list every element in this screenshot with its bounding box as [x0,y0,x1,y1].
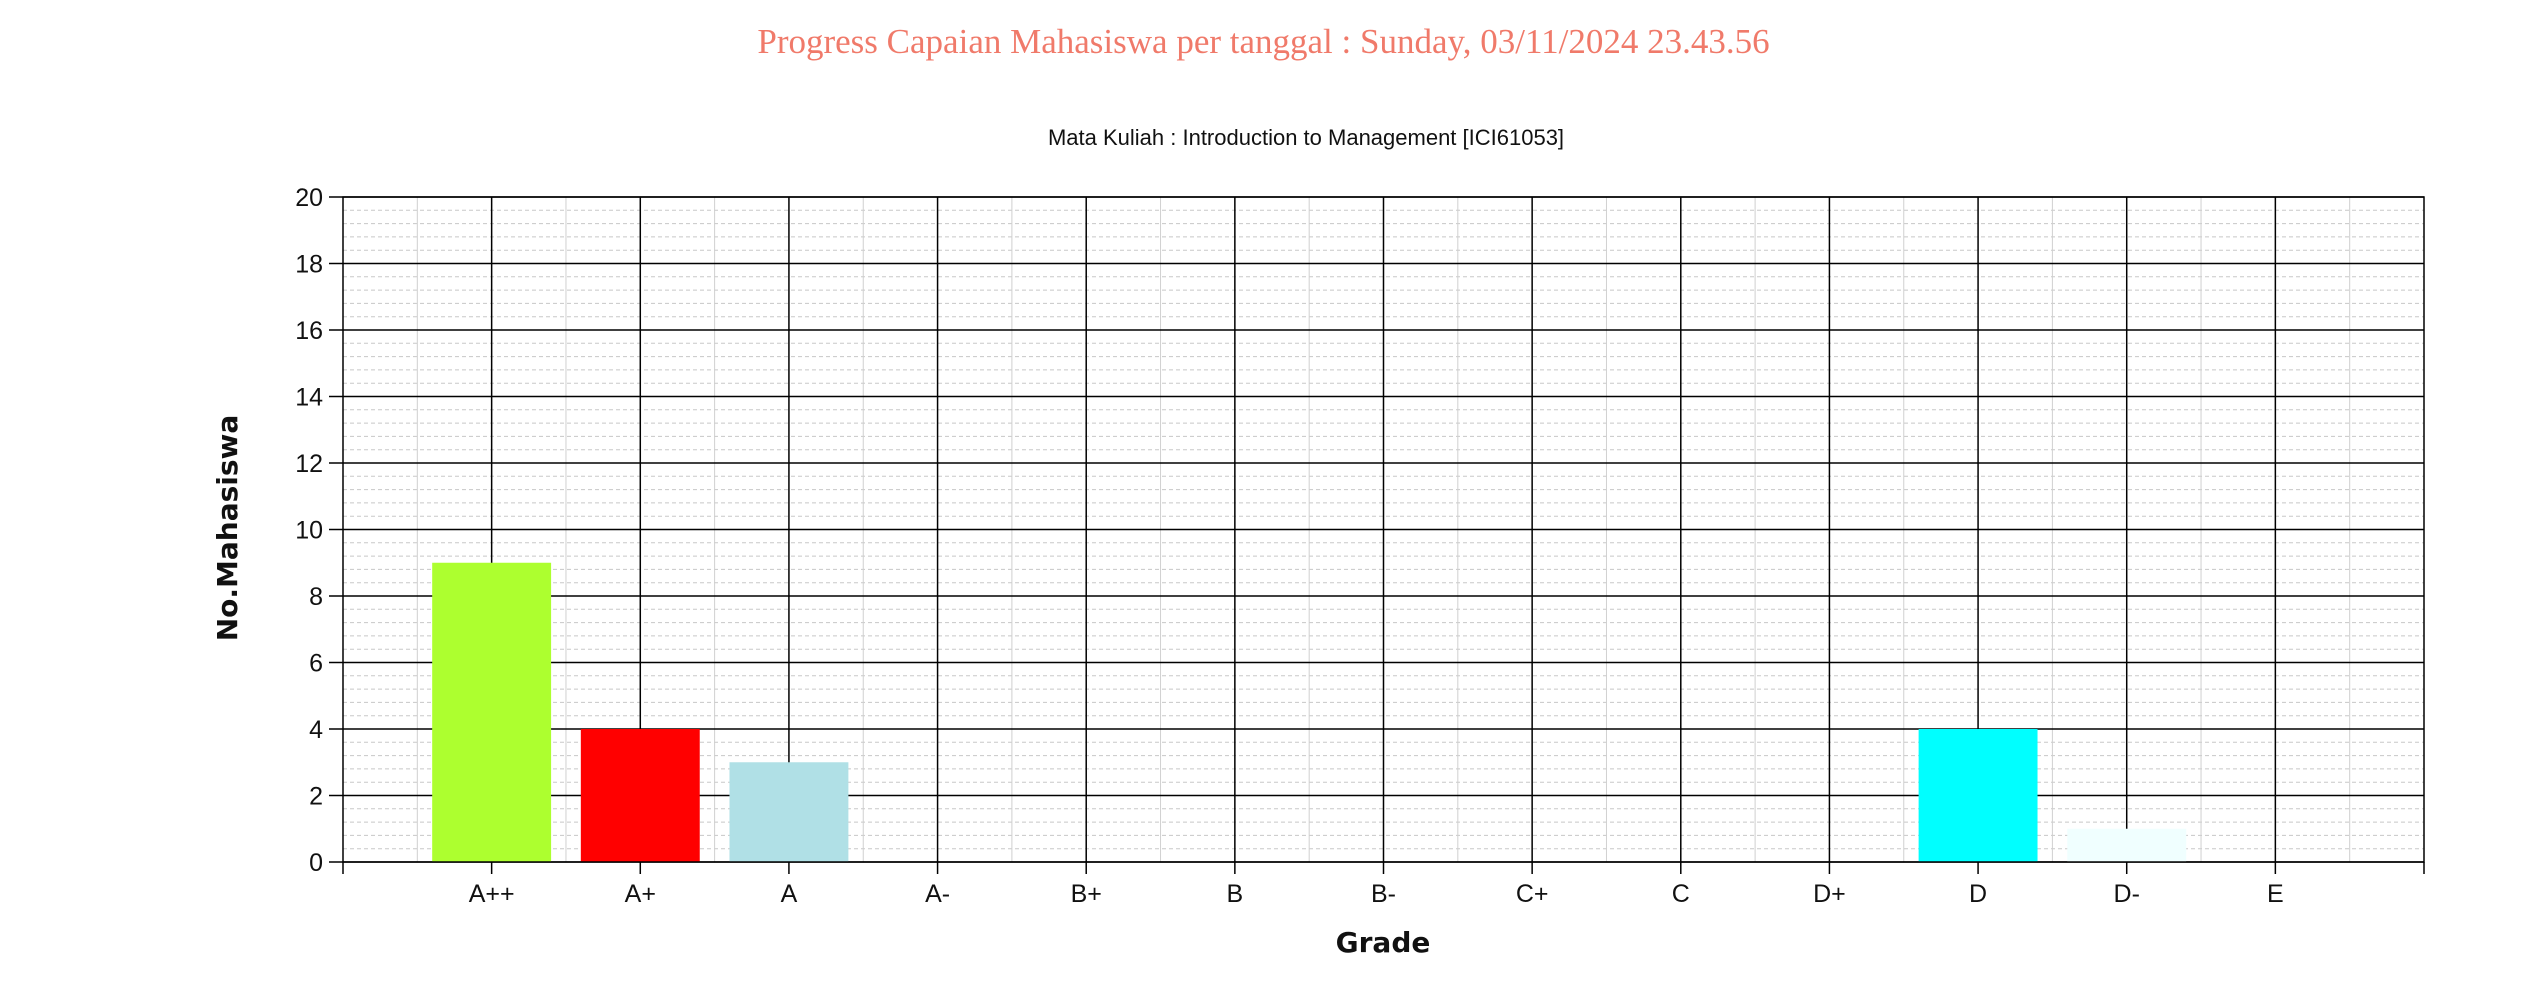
y-tick-label: 14 [295,384,323,412]
tick-labels: 0 2 4 6 8 10 12 14 16 18 20 A++ A+ A A- B+ B B- C+ C D+ D D- E [295,184,2284,908]
bar-A [729,762,849,862]
x-tick-label: B- [1371,880,1396,908]
x-tick-label: E [2267,880,2284,908]
x-tick-label: A- [925,880,950,908]
bar-series [432,562,2187,862]
x-tick-label: B+ [1071,880,1102,908]
x-tick-label: A+ [625,880,656,908]
x-tick-label: C+ [1516,880,1549,908]
y-tick-label: 2 [309,783,323,811]
bar-A++ [432,562,552,862]
y-tick-label: 12 [295,450,323,478]
x-tick-label: D+ [1813,880,1846,908]
page-title: Progress Capaian Mahasiswa per tanggal :… [757,22,1770,61]
bar-D- [2067,828,2187,862]
y-tick-label: 6 [309,650,323,678]
y-tick-label: 10 [295,517,323,545]
x-tick-label: D- [2114,880,2140,908]
y-tick-label: 0 [309,849,323,877]
y-axis-title: No.Mahasiswa [211,415,244,642]
y-tick-label: 16 [295,317,323,345]
plot-axes [329,196,2425,874]
y-tick-label: 4 [309,716,323,744]
y-tick-label: 18 [295,251,323,279]
y-tick-label: 20 [295,184,323,212]
x-tick-label: B [1227,880,1244,908]
x-tick-label: D [1969,880,1987,908]
bar-A+ [580,729,700,862]
x-tick-label: C [1672,880,1690,908]
x-tick-label: A++ [469,880,515,908]
chart-subtitle: Mata Kuliah : Introduction to Management… [1048,125,1564,150]
bar-D [1918,729,2038,862]
x-axis-title: Grade [1336,926,1431,959]
y-tick-label: 8 [309,583,323,611]
x-tick-label: A [781,880,798,908]
